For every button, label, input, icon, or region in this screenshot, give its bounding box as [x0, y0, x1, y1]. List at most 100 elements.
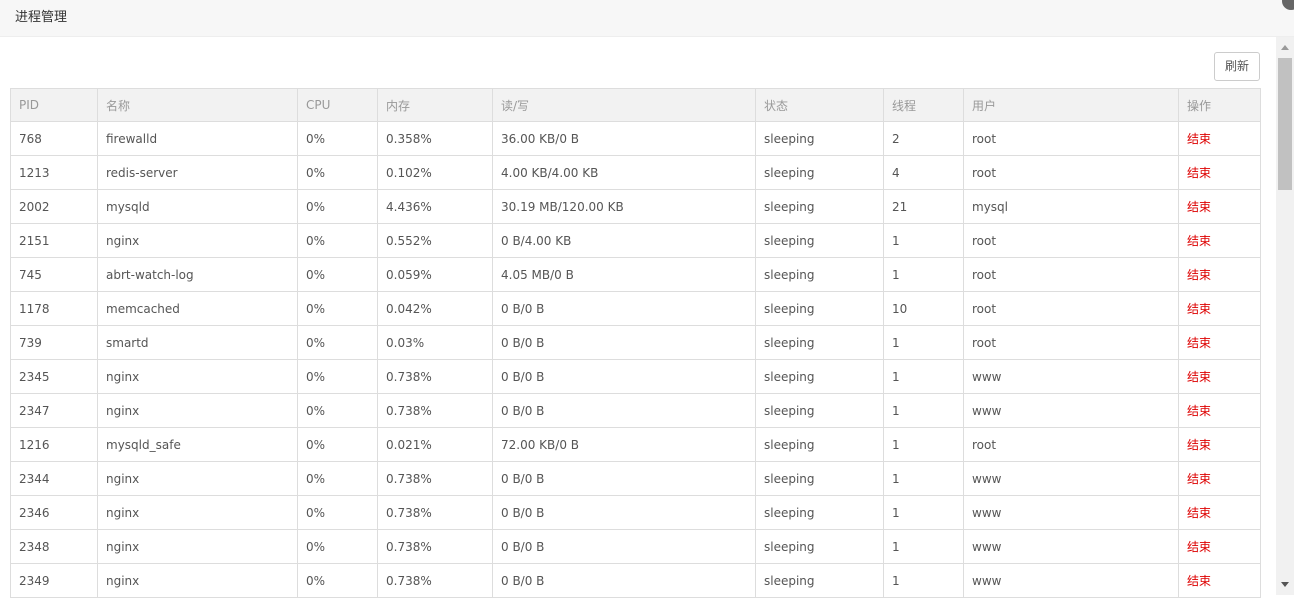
cell-name: nginx: [97, 461, 298, 496]
cell-pid: 1216: [10, 427, 98, 462]
kill-button[interactable]: 结束: [1178, 563, 1261, 598]
cell-name: nginx: [97, 563, 298, 598]
cell-threads: 1: [883, 359, 964, 394]
scrollbar[interactable]: [1276, 37, 1294, 595]
cell-status: sleeping: [755, 291, 884, 326]
cell-threads: 1: [883, 257, 964, 292]
cell-status: sleeping: [755, 223, 884, 258]
cell-read-write: 0 B/0 B: [492, 495, 756, 530]
cell-user: root: [963, 121, 1179, 156]
kill-button[interactable]: 结束: [1178, 427, 1261, 462]
cell-name: memcached: [97, 291, 298, 326]
kill-button[interactable]: 结束: [1178, 291, 1261, 326]
column-header-name: 名称: [97, 88, 298, 122]
cell-memory: 4.436%: [377, 189, 493, 224]
kill-button[interactable]: 结束: [1178, 393, 1261, 428]
cell-read-write: 0 B/0 B: [492, 461, 756, 496]
cell-name: firewalld: [97, 121, 298, 156]
process-table: PID 名称 CPU 内存 读/写 状态 线程 用户 操作 768 firewalld 0% 0.35…: [10, 88, 1261, 598]
cell-read-write: 4.00 KB/4.00 KB: [492, 155, 756, 190]
cell-user: mysql: [963, 189, 1179, 224]
kill-button[interactable]: 结束: [1178, 189, 1261, 224]
cell-memory: 0.03%: [377, 325, 493, 360]
cell-pid: 768: [10, 121, 98, 156]
cell-threads: 1: [883, 495, 964, 530]
scrollbar-thumb[interactable]: [1278, 58, 1292, 190]
cell-threads: 1: [883, 223, 964, 258]
close-icon[interactable]: [1282, 0, 1294, 10]
cell-cpu: 0%: [297, 495, 378, 530]
cell-memory: 0.059%: [377, 257, 493, 292]
kill-button[interactable]: 结束: [1178, 257, 1261, 292]
column-header-user: 用户: [963, 88, 1179, 122]
cell-pid: 2345: [10, 359, 98, 394]
table-header: PID 名称 CPU 内存 读/写 状态 线程 用户 操作: [10, 88, 1261, 122]
kill-button[interactable]: 结束: [1178, 495, 1261, 530]
cell-user: www: [963, 529, 1179, 564]
cell-memory: 0.738%: [377, 495, 493, 530]
cell-pid: 2348: [10, 529, 98, 564]
cell-read-write: 0 B/4.00 KB: [492, 223, 756, 258]
kill-button[interactable]: 结束: [1178, 359, 1261, 394]
cell-cpu: 0%: [297, 461, 378, 496]
cell-read-write: 0 B/0 B: [492, 393, 756, 428]
cell-status: sleeping: [755, 325, 884, 360]
cell-cpu: 0%: [297, 155, 378, 190]
cell-threads: 1: [883, 461, 964, 496]
cell-memory: 0.021%: [377, 427, 493, 462]
kill-button[interactable]: 结束: [1178, 461, 1261, 496]
cell-read-write: 0 B/0 B: [492, 563, 756, 598]
cell-status: sleeping: [755, 461, 884, 496]
cell-status: sleeping: [755, 529, 884, 564]
cell-user: root: [963, 223, 1179, 258]
cell-pid: 745: [10, 257, 98, 292]
cell-cpu: 0%: [297, 563, 378, 598]
cell-cpu: 0%: [297, 291, 378, 326]
cell-name: nginx: [97, 223, 298, 258]
cell-name: nginx: [97, 495, 298, 530]
cell-memory: 0.042%: [377, 291, 493, 326]
cell-status: sleeping: [755, 189, 884, 224]
cell-status: sleeping: [755, 427, 884, 462]
kill-button[interactable]: 结束: [1178, 325, 1261, 360]
cell-memory: 0.738%: [377, 461, 493, 496]
column-header-pid: PID: [10, 88, 98, 122]
cell-memory: 0.738%: [377, 359, 493, 394]
column-header-action: 操作: [1178, 88, 1261, 122]
cell-cpu: 0%: [297, 121, 378, 156]
scroll-up-icon[interactable]: [1281, 45, 1289, 50]
table-row: 2002 mysqld 0% 4.436% 30.19 MB/120.00 KB slee…: [10, 189, 1261, 224]
cell-status: sleeping: [755, 393, 884, 428]
cell-name: nginx: [97, 359, 298, 394]
cell-name: nginx: [97, 529, 298, 564]
cell-threads: 21: [883, 189, 964, 224]
cell-user: root: [963, 155, 1179, 190]
cell-threads: 1: [883, 427, 964, 462]
cell-name: smartd: [97, 325, 298, 360]
refresh-button[interactable]: 刷新: [1214, 52, 1260, 81]
cell-memory: 0.552%: [377, 223, 493, 258]
kill-button[interactable]: 结束: [1178, 223, 1261, 258]
cell-memory: 0.738%: [377, 529, 493, 564]
kill-button[interactable]: 结束: [1178, 121, 1261, 156]
cell-pid: 2349: [10, 563, 98, 598]
kill-button[interactable]: 结束: [1178, 155, 1261, 190]
cell-user: www: [963, 563, 1179, 598]
cell-pid: 1213: [10, 155, 98, 190]
cell-threads: 2: [883, 121, 964, 156]
kill-button[interactable]: 结束: [1178, 529, 1261, 564]
cell-read-write: 72.00 KB/0 B: [492, 427, 756, 462]
scroll-down-icon[interactable]: [1281, 582, 1289, 587]
cell-cpu: 0%: [297, 427, 378, 462]
cell-pid: 2151: [10, 223, 98, 258]
column-header-memory: 内存: [377, 88, 493, 122]
column-header-read-write: 读/写: [492, 88, 756, 122]
